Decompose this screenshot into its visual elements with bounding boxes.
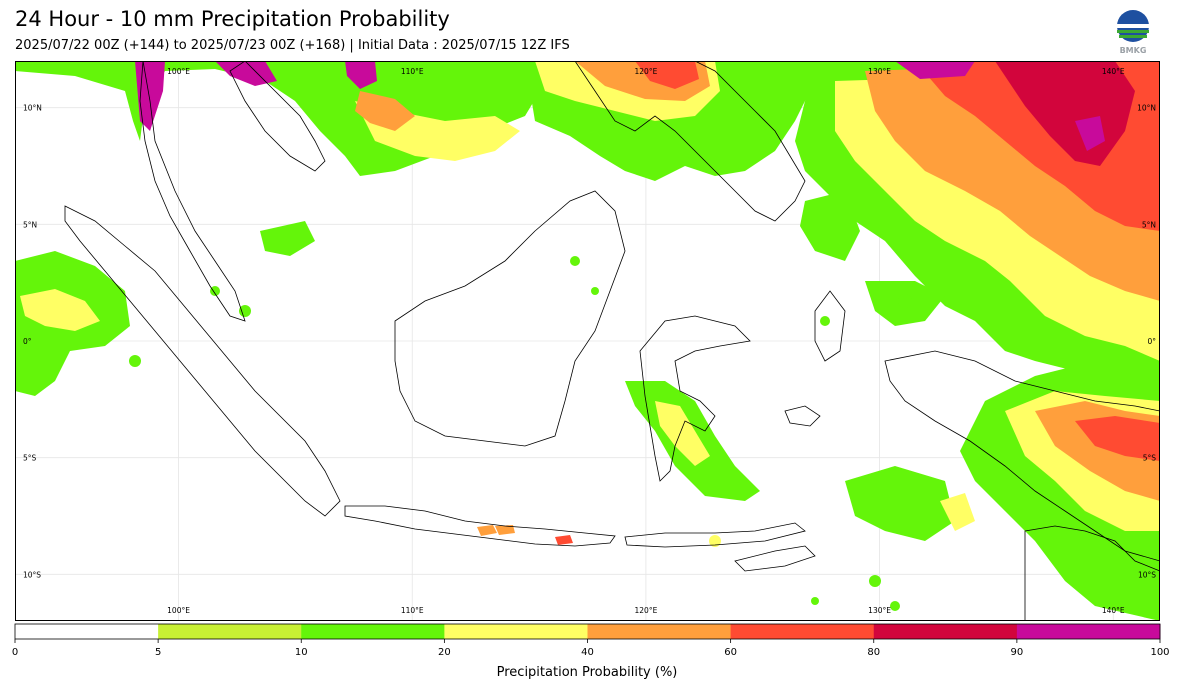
colorbar-swatch bbox=[444, 624, 588, 639]
lat-label-right: 0° bbox=[1147, 337, 1156, 346]
lat-label-right: 5°N bbox=[1142, 220, 1156, 229]
colorbar-swatch bbox=[730, 624, 875, 639]
lat-label-left: 10°S bbox=[23, 570, 41, 579]
lon-label-bottom: 120°E bbox=[635, 606, 658, 615]
colorbar-tick-label: 90 bbox=[1011, 647, 1024, 658]
bmkg-logo: BMKG bbox=[1117, 10, 1149, 55]
lat-label-left: 10°N bbox=[23, 104, 42, 113]
colorbar-tick-label: 100 bbox=[1150, 647, 1169, 658]
colorbar-tick-label: 80 bbox=[867, 647, 880, 658]
lon-label-bottom: 100°E bbox=[167, 606, 190, 615]
lon-label-bottom: 110°E bbox=[401, 606, 424, 615]
svg-text:BMKG: BMKG bbox=[1120, 46, 1147, 55]
colorbar-swatch bbox=[158, 624, 302, 639]
lat-label-right: 10°N bbox=[1137, 104, 1156, 113]
colorbar-label: Precipitation Probability (%) bbox=[497, 665, 678, 680]
lon-label-top: 120°E bbox=[635, 67, 658, 76]
precipitation-map: 100°E 100°E 110°E 110°E 120°E 120°E 130°E 130°E… bbox=[15, 61, 1160, 621]
colorbar-ticks: 0 5 10 20 40 60 80 90 100 bbox=[12, 639, 1170, 658]
lat-label-left: 5°N bbox=[23, 220, 37, 229]
lat-label-right: 10°S bbox=[1138, 570, 1156, 579]
lon-label-bottom: 130°E bbox=[868, 606, 891, 615]
lon-label-top: 110°E bbox=[401, 67, 424, 76]
grid-labels: 100°E 100°E 110°E 110°E 120°E 120°E 130°E 130°E… bbox=[23, 67, 1156, 615]
map-title: 24 Hour - 10 mm Precipitation Probabilit… bbox=[15, 7, 450, 31]
lat-label-left: 0° bbox=[23, 337, 32, 346]
colorbar-swatch bbox=[873, 624, 1018, 639]
lon-label-bottom: 140°E bbox=[1102, 606, 1125, 615]
lon-label-top: 130°E bbox=[868, 67, 891, 76]
precipitation-areas bbox=[15, 61, 1160, 621]
map-frame bbox=[15, 61, 1160, 621]
colorbar-swatch bbox=[587, 624, 732, 639]
lon-label-top: 100°E bbox=[167, 67, 190, 76]
lat-label-left: 5°S bbox=[23, 454, 37, 463]
coastlines bbox=[64, 61, 1160, 621]
colorbar-swatches bbox=[15, 624, 1161, 639]
colorbar-tick-label: 5 bbox=[155, 647, 161, 658]
colorbar: 0 5 10 20 40 60 80 90 100 Precipitation Probabil… bbox=[12, 623, 1170, 680]
lat-label-right: 5°S bbox=[1143, 454, 1157, 463]
colorbar-tick-label: 20 bbox=[438, 647, 451, 658]
lon-label-top: 140°E bbox=[1102, 67, 1125, 76]
colorbar-tick-label: 60 bbox=[724, 647, 737, 658]
colorbar-swatch bbox=[1016, 624, 1161, 639]
colorbar-swatch bbox=[301, 624, 445, 639]
colorbar-tick-label: 40 bbox=[581, 647, 594, 658]
colorbar-swatch bbox=[15, 624, 159, 639]
map-subtitle: 2025/07/22 00Z (+144) to 2025/07/23 00Z … bbox=[15, 38, 570, 53]
colorbar-tick-label: 0 bbox=[12, 647, 18, 658]
colorbar-tick-label: 10 bbox=[295, 647, 308, 658]
